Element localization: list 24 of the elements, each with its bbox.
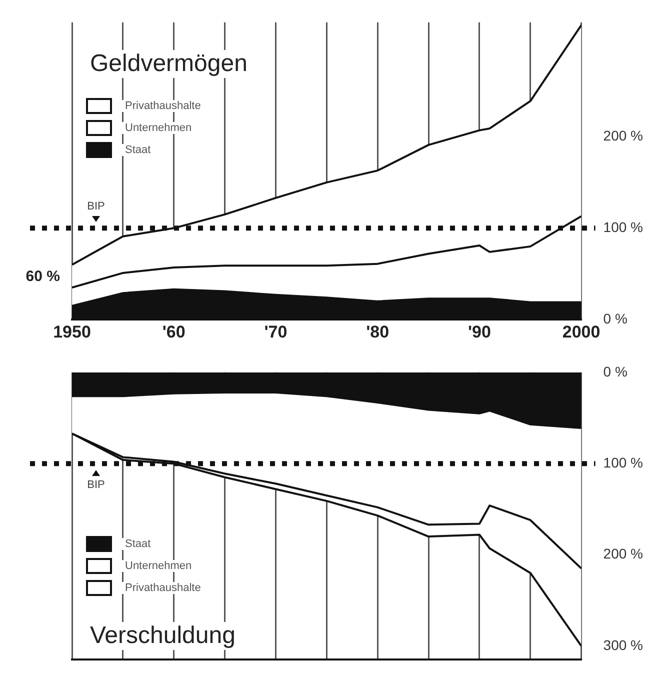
y-tick-label: 100 % bbox=[603, 219, 644, 236]
legend-label: Privathaushalte bbox=[122, 582, 204, 594]
x-tick-label: 1950 bbox=[53, 322, 91, 342]
legend-label: Privathaushalte bbox=[122, 100, 204, 112]
legend-label: Staat bbox=[122, 144, 154, 156]
text: Geldvermögen bbox=[86, 50, 252, 78]
y-tick-label: 200 % bbox=[603, 546, 644, 562]
ref-line-label: BIP bbox=[87, 200, 105, 213]
x-tick-label: 2000 bbox=[562, 322, 600, 342]
x-tick-label: '90 bbox=[468, 322, 491, 342]
legend-label: Unternehmen bbox=[122, 560, 195, 572]
x-tick-label: '60 bbox=[162, 322, 186, 342]
text: Verschuldung bbox=[86, 622, 240, 650]
ref-line-label: BIP bbox=[87, 479, 105, 492]
x-tick-label: '80 bbox=[366, 322, 390, 342]
x-tick-label: '70 bbox=[264, 322, 288, 342]
y-tick-label: 200 % bbox=[603, 128, 644, 144]
y-tick-label: 300 % bbox=[603, 636, 644, 653]
y-tick-label: 0 % bbox=[603, 363, 628, 380]
legend-label: Unternehmen bbox=[122, 122, 195, 134]
y-tick-label: 100 % bbox=[603, 454, 644, 470]
annotation: 60 % bbox=[26, 268, 60, 285]
legend-label: Staat bbox=[122, 538, 154, 550]
y-tick-label: 0 % bbox=[603, 310, 628, 326]
